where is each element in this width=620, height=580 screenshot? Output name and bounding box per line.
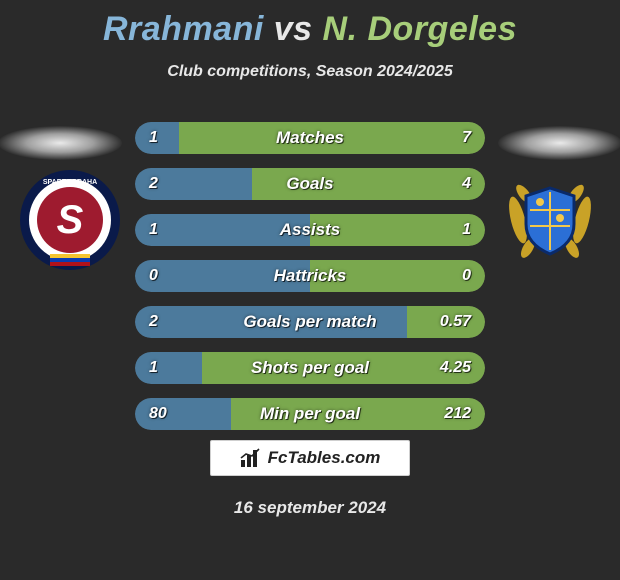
stat-label: Shots per goal — [135, 352, 485, 384]
stat-label: Assists — [135, 214, 485, 246]
stat-label: Goals per match — [135, 306, 485, 338]
subtitle: Club competitions, Season 2024/2025 — [0, 63, 620, 81]
stat-value-left: 0 — [149, 260, 158, 292]
stat-value-left: 2 — [149, 168, 158, 200]
stat-value-right: 0.57 — [440, 306, 471, 338]
club-badge-right — [500, 170, 600, 270]
comparison-title: Rrahmani vs N. Dorgeles — [0, 0, 620, 49]
stat-row: Hattricks0 0 — [135, 260, 485, 292]
stat-row: Shots per goal1 4.25 — [135, 352, 485, 384]
stat-row: Matches1 7 — [135, 122, 485, 154]
stat-value-left: 1 — [149, 122, 158, 154]
chart-icon — [240, 448, 262, 468]
stat-row: Assists1 1 — [135, 214, 485, 246]
stat-label: Hattricks — [135, 260, 485, 292]
stat-value-right: 0 — [462, 260, 471, 292]
date-text: 16 september 2024 — [0, 498, 620, 518]
club-badge-left: SPARTA PRAHA S — [20, 170, 120, 270]
stat-value-right: 4 — [462, 168, 471, 200]
stat-value-right: 4.25 — [440, 352, 471, 384]
stat-value-left: 80 — [149, 398, 167, 430]
stat-label: Goals — [135, 168, 485, 200]
stat-rows: Matches17Goals24Assists11Hattricks00Goal… — [135, 122, 485, 444]
stat-value-left: 2 — [149, 306, 158, 338]
stat-row: Goals per match2 0.57 — [135, 306, 485, 338]
footer-brand-text: FcTables.com — [268, 448, 381, 468]
stat-value-right: 1 — [462, 214, 471, 246]
left-ellipse-shadow — [0, 126, 122, 160]
stat-value-left: 1 — [149, 214, 158, 246]
stat-value-right: 7 — [462, 122, 471, 154]
stat-label: Matches — [135, 122, 485, 154]
player1-name: Rrahmani — [103, 10, 264, 48]
badge-left-ring-text: SPARTA PRAHA — [43, 179, 97, 186]
right-ellipse-shadow — [498, 126, 620, 160]
stat-row: Goals2 4 — [135, 168, 485, 200]
player2-name: N. Dorgeles — [323, 10, 517, 48]
vs-text: vs — [274, 10, 313, 48]
footer-brand[interactable]: FcTables.com — [210, 440, 410, 476]
stat-row: Min per goal80 212 — [135, 398, 485, 430]
stat-value-left: 1 — [149, 352, 158, 384]
stat-value-right: 212 — [444, 398, 471, 430]
badge-left-letter: S — [57, 198, 84, 242]
stat-label: Min per goal — [135, 398, 485, 430]
